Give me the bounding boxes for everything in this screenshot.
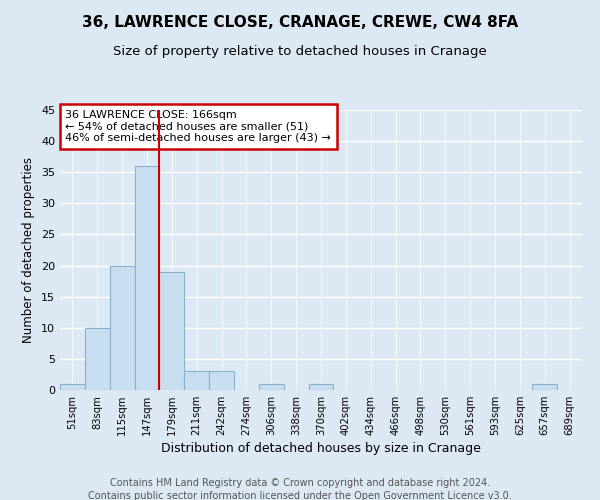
X-axis label: Distribution of detached houses by size in Cranage: Distribution of detached houses by size … [161, 442, 481, 455]
Bar [60, 384, 85, 390]
Bar [160, 272, 184, 390]
Text: Contains public sector information licensed under the Open Government Licence v3: Contains public sector information licen… [88, 491, 512, 500]
Bar [85, 328, 110, 390]
Bar [308, 384, 334, 390]
Bar [110, 266, 134, 390]
Bar [184, 372, 209, 390]
Text: 36, LAWRENCE CLOSE, CRANAGE, CREWE, CW4 8FA: 36, LAWRENCE CLOSE, CRANAGE, CREWE, CW4 … [82, 15, 518, 30]
Text: Size of property relative to detached houses in Cranage: Size of property relative to detached ho… [113, 45, 487, 58]
Bar [532, 384, 557, 390]
Text: 36 LAWRENCE CLOSE: 166sqm
← 54% of detached houses are smaller (51)
46% of semi-: 36 LAWRENCE CLOSE: 166sqm ← 54% of detac… [65, 110, 331, 143]
Y-axis label: Number of detached properties: Number of detached properties [22, 157, 35, 343]
Bar [134, 166, 160, 390]
Text: Contains HM Land Registry data © Crown copyright and database right 2024.: Contains HM Land Registry data © Crown c… [110, 478, 490, 488]
Bar [259, 384, 284, 390]
Bar [209, 372, 234, 390]
